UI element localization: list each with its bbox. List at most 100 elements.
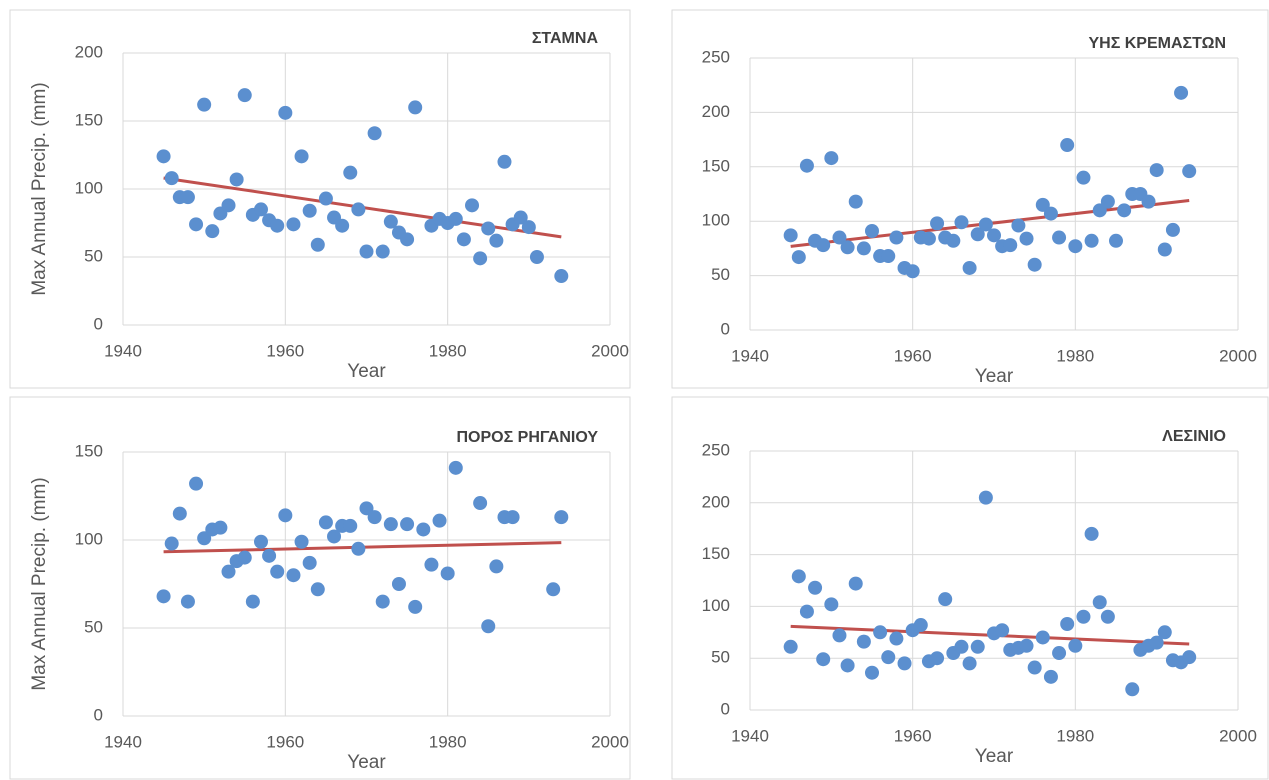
data-point: [327, 529, 342, 544]
x-tick-label: 1960: [894, 726, 932, 745]
x-tick-label: 1940: [104, 732, 142, 751]
data-point: [375, 594, 390, 609]
chart-title: ΥΗΣ ΚΡΕΜΑΣΤΩΝ: [1088, 35, 1226, 52]
data-point: [197, 97, 212, 112]
data-point: [521, 220, 536, 235]
data-point: [529, 250, 544, 264]
data-point: [351, 541, 366, 556]
data-point: [848, 576, 863, 591]
y-tick-label: 0: [721, 699, 730, 718]
data-point: [473, 251, 488, 266]
data-point: [335, 218, 350, 233]
data-point: [253, 534, 268, 549]
y-axis-title: Max Annual Precip. (mm): [29, 477, 50, 690]
data-point: [367, 510, 382, 525]
data-point: [865, 223, 879, 238]
x-tick-label: 1960: [894, 346, 932, 365]
data-point: [513, 210, 528, 225]
data-point: [962, 260, 977, 275]
data-point: [164, 536, 179, 551]
data-point: [1019, 231, 1034, 246]
data-point: [1100, 609, 1115, 624]
data-point: [783, 228, 798, 243]
data-point: [554, 269, 569, 284]
data-point: [840, 240, 855, 255]
y-tick-label: 100: [702, 211, 730, 230]
y-tick-label: 50: [711, 648, 730, 667]
x-axis-title: Year: [347, 752, 386, 773]
data-point: [1125, 682, 1140, 697]
y-tick-label: 100: [702, 596, 730, 615]
data-point: [189, 476, 204, 491]
data-point: [1084, 233, 1099, 248]
data-point: [237, 88, 252, 103]
data-point: [946, 233, 961, 248]
data-point: [799, 604, 814, 619]
data-point: [189, 217, 204, 232]
data-point: [197, 531, 212, 546]
data-point: [278, 105, 293, 120]
data-point: [930, 651, 945, 666]
x-tick-label: 2000: [1219, 726, 1257, 745]
data-point: [1182, 650, 1197, 665]
data-point: [172, 506, 187, 521]
data-point: [881, 650, 896, 665]
data-point: [938, 592, 953, 607]
y-axis-title: Max Annual Precip. (mm): [29, 82, 50, 295]
data-point: [424, 557, 439, 572]
data-point: [783, 639, 798, 654]
data-point: [318, 515, 333, 530]
x-tick-label: 2000: [1219, 346, 1257, 365]
data-point: [489, 233, 504, 248]
data-point: [262, 548, 277, 563]
y-tick-label: 100: [75, 529, 103, 548]
data-point: [278, 508, 293, 523]
x-tick-label: 1980: [429, 732, 467, 751]
data-point: [889, 631, 904, 646]
data-point: [1060, 138, 1075, 153]
x-tick-label: 2000: [591, 341, 629, 360]
data-point: [889, 230, 904, 245]
data-point: [351, 202, 366, 217]
data-point: [367, 126, 382, 141]
data-point: [391, 577, 406, 591]
data-point: [808, 580, 823, 595]
data-point: [954, 215, 969, 230]
data-point: [286, 568, 301, 583]
data-point: [229, 172, 244, 187]
data-point: [1068, 638, 1083, 653]
data-point: [318, 191, 333, 206]
data-point: [383, 214, 398, 229]
data-point: [954, 639, 969, 654]
data-point: [1052, 230, 1067, 245]
x-tick-label: 1940: [731, 346, 769, 365]
data-point: [180, 190, 195, 205]
data-point: [970, 639, 985, 654]
x-tick-label: 1960: [266, 341, 304, 360]
data-point: [440, 566, 455, 581]
data-point: [489, 559, 504, 574]
data-point: [237, 550, 252, 565]
data-point: [400, 517, 415, 532]
data-point: [1003, 238, 1018, 253]
data-point: [310, 582, 325, 597]
data-point: [1084, 526, 1099, 541]
panel-frame: [671, 396, 1269, 780]
data-point: [408, 599, 423, 614]
data-point: [473, 496, 488, 511]
data-point: [1117, 203, 1132, 218]
y-tick-label: 150: [75, 441, 103, 460]
data-point: [302, 203, 317, 218]
data-point: [1027, 257, 1042, 272]
data-point: [465, 198, 480, 213]
data-point: [970, 227, 985, 242]
data-point: [302, 555, 317, 570]
x-tick-label: 1980: [429, 341, 467, 360]
y-tick-label: 250: [702, 47, 730, 66]
data-point: [343, 518, 358, 533]
data-point: [554, 510, 569, 525]
data-point: [375, 244, 390, 259]
data-point: [359, 501, 374, 516]
data-point: [408, 100, 423, 115]
y-tick-label: 200: [702, 492, 730, 511]
